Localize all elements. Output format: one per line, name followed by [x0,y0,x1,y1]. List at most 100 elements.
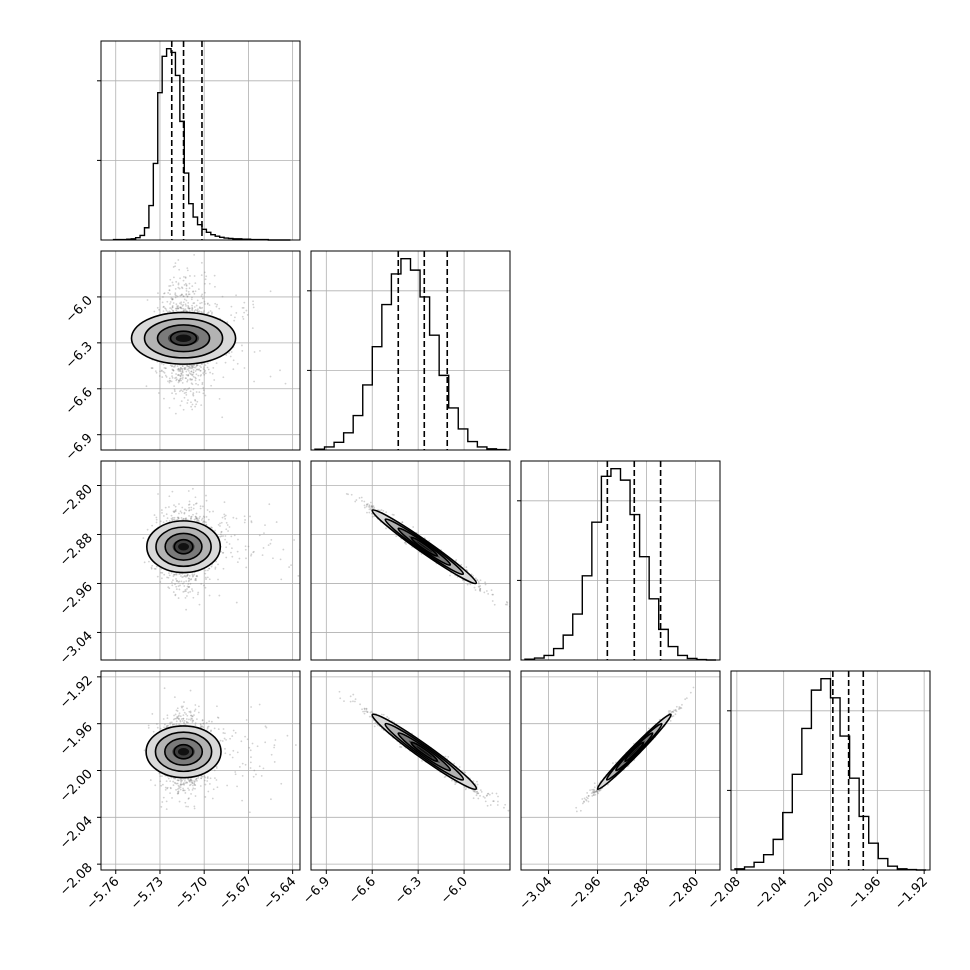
sample-point [199,369,202,372]
sample-point [191,373,194,376]
sample-point [222,732,225,734]
sample-point [162,515,165,517]
sample-point [204,521,207,524]
sample-point [191,719,194,722]
sample-point [484,583,487,586]
panel-frame [310,250,511,451]
sample-point [178,503,180,505]
sample-point [211,526,213,529]
sample-point [243,521,246,524]
sample-point [208,720,211,723]
sample-point [206,727,209,730]
sample-point [182,408,185,411]
sample-point [220,530,223,533]
sample-point [224,538,226,541]
sample-point [203,722,205,725]
sample-point [181,365,184,368]
contour-line [130,311,237,365]
sample-point [188,797,190,800]
density-layer [143,687,297,814]
sample-point [180,783,182,786]
sample-point [170,514,173,517]
sample-point [197,310,199,313]
sample-point [191,374,194,377]
sample-point [202,392,205,395]
sample-point [213,379,216,381]
sample-point [207,790,210,793]
sample-point [187,583,190,585]
sample-point [180,389,183,392]
sample-point [188,789,190,791]
sample-point [201,293,204,296]
sample-point [198,310,201,313]
sample-point [187,290,190,293]
sample-point [180,580,183,583]
sample-point [195,368,198,371]
sample-point [200,261,203,264]
sample-point [182,717,185,720]
sample-point [184,282,187,285]
sample-point [190,515,193,518]
contour-line [146,520,222,574]
sample-point [215,779,218,781]
contour-line [156,324,211,353]
sample-point [173,511,176,513]
sample-point [170,517,173,520]
sample-point [174,593,177,596]
sample-point [176,707,179,710]
sample-point [194,517,197,520]
sample-point [171,368,174,371]
sample-point [171,516,174,519]
sample-point [230,551,232,554]
sample-point [189,719,192,721]
sample-point [186,267,189,270]
density-layer [130,253,287,419]
sample-point [205,494,207,497]
sample-point [210,313,213,315]
sample-point [173,723,176,726]
sample-point [196,364,198,367]
sample-point [213,274,216,277]
sample-point [177,307,180,310]
sample-point [155,371,158,374]
sample-point [168,289,171,292]
sample-point [181,576,184,579]
sample-point [228,543,231,545]
sample-point [193,309,196,312]
contour-line [155,526,212,568]
sample-point [177,368,180,370]
sample-point [228,352,231,354]
sample-point [151,524,154,527]
sample-point [175,709,178,712]
sample-point [178,800,181,803]
sample-point [189,578,192,581]
sample-point [162,363,165,366]
sample-point [195,778,198,780]
sample-point [164,374,167,377]
sample-point [265,726,268,729]
sample-point [192,596,195,599]
sample-point [252,303,255,306]
sample-point [173,388,176,391]
sample-point [183,396,186,399]
sample-point [172,369,174,371]
sample-point [174,717,176,720]
sample-point [175,280,178,283]
sample-point [234,771,237,773]
sample-point [180,286,183,289]
sample-point [250,706,253,708]
sample-point [208,783,211,785]
sample-point [175,717,178,720]
sample-point [173,397,176,400]
sample-point [160,509,163,511]
sample-point [194,496,197,499]
sample-point [160,784,163,787]
sample-point [180,293,183,296]
sample-point [220,535,223,538]
sample-point [155,518,158,521]
sample-point [163,292,165,295]
sample-point [191,717,194,720]
sample-point [181,506,184,509]
sample-point [186,574,188,577]
